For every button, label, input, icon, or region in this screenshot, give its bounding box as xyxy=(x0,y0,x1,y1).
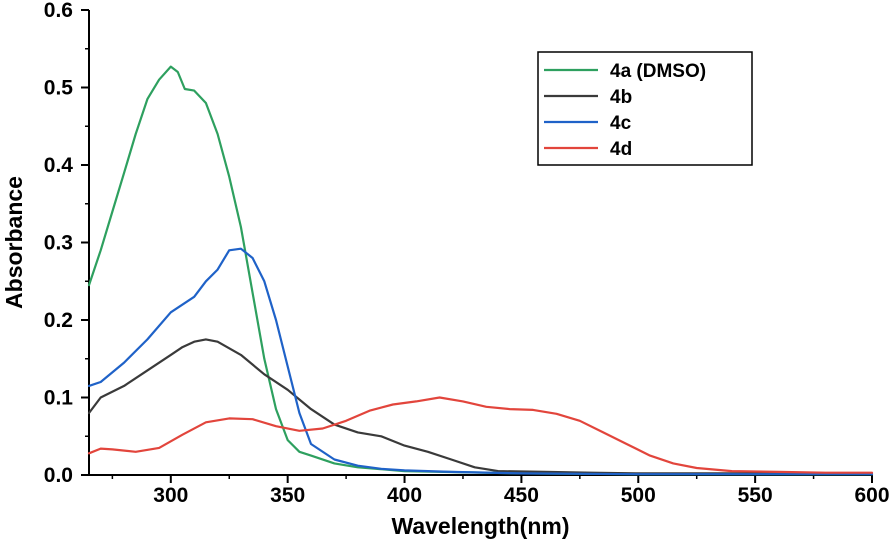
legend-items: 4a (DMSO) 4b 4c 4d xyxy=(544,61,706,160)
x-tick-label: 400 xyxy=(387,484,422,507)
y-tick-label: 0.0 xyxy=(44,464,73,487)
legend-label-2: 4b xyxy=(610,87,632,108)
y-tick-label: 0.4 xyxy=(44,154,74,177)
series-line-4 xyxy=(87,396,874,474)
x-tick-label: 450 xyxy=(504,484,539,507)
series-lines xyxy=(87,65,874,476)
x-tick-label: 350 xyxy=(270,484,305,507)
x-tick-label: 600 xyxy=(854,484,889,507)
x-axis-title: Wavelength(nm) xyxy=(391,513,569,539)
y-ticks: 0.0 0.1 0.2 0.3 0.4 0.5 0.6 xyxy=(44,0,89,487)
y-tick-label: 0.3 xyxy=(44,232,73,255)
plot-area: 300 350 400 450 500 550 600 0.0 0.1 0.2 0.3 0.4 0.5… xyxy=(44,0,890,507)
y-tick-label: 0.2 xyxy=(44,309,73,332)
x-tick-label: 500 xyxy=(621,484,656,507)
legend-label-4: 4d xyxy=(610,139,632,160)
series-line-2 xyxy=(87,338,874,475)
legend-label-1: 4a (DMSO) xyxy=(610,61,706,82)
series-line-1 xyxy=(87,65,874,476)
y-tick-label: 0.1 xyxy=(44,387,74,410)
legend: 4a (DMSO) 4b 4c 4d xyxy=(537,51,753,166)
y-tick-label: 0.5 xyxy=(44,77,74,100)
series-line-3 xyxy=(87,247,874,476)
x-tick-label: 550 xyxy=(738,484,773,507)
y-tick-label: 0.6 xyxy=(44,0,73,22)
x-ticks: 300 350 400 450 500 550 600 xyxy=(111,475,890,507)
x-tick-label: 300 xyxy=(153,484,188,507)
legend-label-3: 4c xyxy=(610,113,632,134)
y-axis-title: Absorbance xyxy=(1,176,27,309)
